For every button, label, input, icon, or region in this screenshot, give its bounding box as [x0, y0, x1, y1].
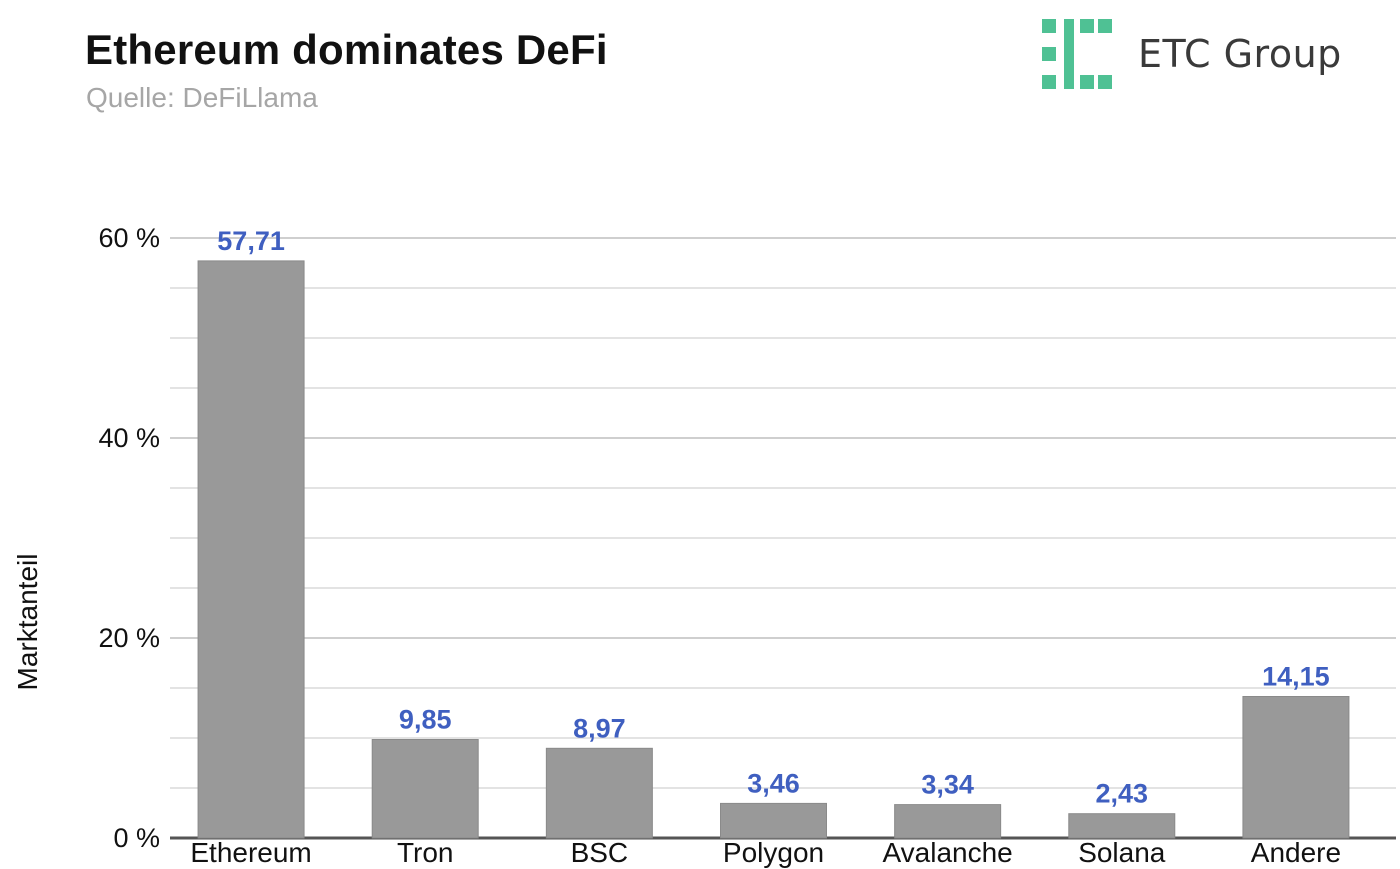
bar [1242, 696, 1350, 839]
chart-title: Ethereum dominates DeFi [85, 26, 608, 73]
x-tick-label: Tron [397, 837, 454, 868]
bar-value-label: 3,34 [921, 770, 974, 800]
x-tick-label: Polygon [723, 837, 824, 868]
x-tick-label: Avalanche [883, 837, 1013, 868]
x-tick-label: Ethereum [190, 837, 311, 868]
bar-value-label: 14,15 [1262, 662, 1330, 692]
x-tick-label: BSC [571, 837, 629, 868]
logo-wordmark: ETC Group [1138, 32, 1342, 76]
y-tick-label: 0 % [113, 823, 160, 853]
bar-value-label: 8,97 [573, 713, 626, 743]
y-tick-label: 20 % [98, 623, 160, 653]
y-tick-label: 60 % [98, 223, 160, 253]
chart-subtitle: Quelle: DeFiLlama [86, 82, 318, 113]
etc-group-logo-icon [1042, 19, 1112, 89]
bar [720, 802, 827, 839]
x-tick-label: Solana [1078, 837, 1166, 868]
bar [197, 260, 305, 839]
etc-group-logo [1040, 17, 1390, 97]
x-tick-label: Andere [1251, 837, 1341, 868]
bar [371, 739, 479, 839]
bar [1068, 813, 1176, 839]
bar [894, 804, 1002, 839]
bar [545, 747, 653, 839]
y-tick-label: 40 % [98, 423, 160, 453]
bar-value-label: 57,71 [217, 226, 285, 256]
bar-value-label: 9,85 [399, 705, 452, 735]
bar-value-label: 2,43 [1096, 779, 1149, 809]
bar-value-label: 3,46 [747, 768, 800, 798]
